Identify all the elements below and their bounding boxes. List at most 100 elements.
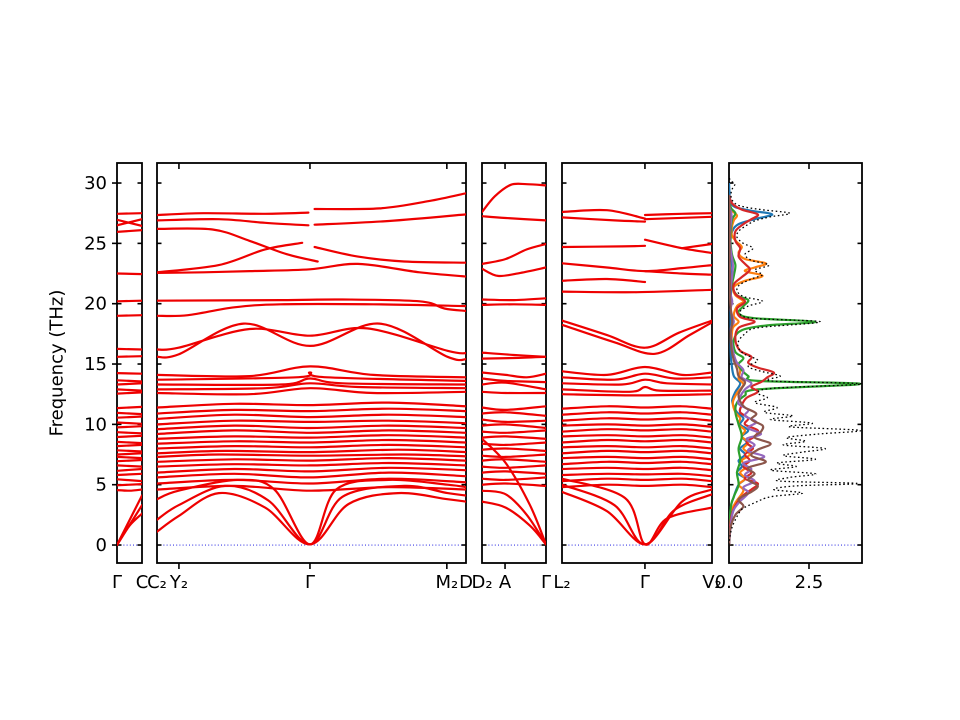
segment-d2-a-gamma [481,162,547,569]
phonon-band-line [117,272,142,276]
phonon-band-line [157,477,466,485]
phonon-band-line [562,477,712,483]
segment-gamma-c: 0 5 10 15 20 25 30 [84,162,143,564]
x-tick-label: M₂ [435,572,458,593]
x-tick-label: V₂ [702,572,722,593]
phonon-band-line [157,407,466,415]
phonon-band-line [482,437,546,546]
phonon-band-line [157,478,466,546]
phonon-band-line [562,321,712,355]
phonon-band-line [643,212,712,217]
phonon-band-line [562,466,712,472]
x-tick-label: Γ [112,572,122,593]
axes-frame [156,162,467,564]
phonon-band-line [482,355,546,360]
phonon-band-line [482,447,546,452]
phonon-band-line [562,460,712,466]
phonon-band-line [117,391,142,395]
phonon-band-line [643,270,712,276]
phonon-band-line [117,405,142,410]
phonon-band-line [117,440,142,445]
projected-dos-line-5 [729,195,766,546]
phonon-band-line [157,365,466,379]
phonon-band-line [157,262,466,278]
segment-c2-y2-gamma-m2-d [156,162,467,569]
phonon-band-line [117,434,142,439]
phonon-band-line [117,458,142,463]
phonon-band-line [482,435,546,440]
phonon-band-line [482,215,546,222]
x-tick-label: 2.5 [795,572,824,593]
phonon-band-line [562,411,712,416]
phonon-band-line [117,347,142,351]
phonon-band-line [562,455,712,461]
axes-frame [481,162,547,564]
phonon-band-line [117,449,142,453]
phonon-band-line [562,385,712,393]
phonon-band-line [117,455,142,460]
x-tick-label: A [499,572,512,593]
phonon-band-line [482,377,546,384]
phonon-band-line [562,449,712,455]
phonon-band-line [562,372,712,381]
phonon-band-line [562,438,712,444]
x-tick-label: D [459,572,473,593]
projected-dos-line-4 [729,194,776,546]
phonon-band-line [562,319,712,349]
phonon-band-line [482,411,546,417]
y-tick-label: 5 [96,475,107,496]
phonon-band-line [157,298,466,312]
phonon-band-line [117,483,142,487]
dos-curves [729,176,862,546]
phonon-band-line [157,377,466,387]
phonon-band-line [562,434,712,439]
x-tick-label: Γ [305,572,315,593]
phonon-band-line [643,215,712,221]
segment-gamma-c-bands [117,212,142,547]
phonon-band-line [482,470,546,475]
y-tick-label: 0 [96,535,107,556]
x-tick-label: L₂ [553,572,570,593]
phonon-band-line [482,297,546,302]
phonon-band-line [562,393,712,397]
phonon-band-line [562,378,712,386]
y-tick-label: 10 [84,414,107,435]
x-tick-label: 0.0 [715,572,744,593]
phonon-band-line [157,371,466,382]
phonon-band-line [482,381,546,391]
phonon-band-line [562,216,647,223]
phonon-band-line [117,388,142,392]
total-dos-line [729,176,862,546]
phonon-band-line [157,484,466,492]
phonon-band-line [482,476,546,482]
x-tick-label: C₂ [147,572,167,593]
phonon-band-line [157,211,310,217]
phonon-band-line [157,227,319,263]
phonon-band-line [482,266,546,278]
phonon-band-line [117,212,142,215]
phonon-band-line [562,288,712,294]
phonon-band-line [482,423,546,430]
phonon-band-line [117,467,142,472]
phonon-band-line [482,441,546,447]
phonon-band-line [482,182,546,214]
phonon-band-line [117,411,142,416]
y-tick-label: 25 [84,233,107,254]
segment-l2-gamma-v2 [561,162,713,569]
phonon-band-line [562,472,712,478]
segment-d2-a-gamma-bands [482,182,546,546]
axes-frame [561,162,713,564]
segment-c2-y2-gamma-m2-d-bands [157,192,466,546]
phonon-band-line [562,417,712,422]
phonon-band-line [562,208,647,220]
phonon-band-line [562,262,712,273]
phonon-band-line [117,379,142,383]
phonon-band-line [157,491,466,546]
x-tick-label: Y₂ [169,572,188,593]
phonon-band-line [157,382,466,391]
phonon-band-line [157,443,466,450]
y-tick-label: 15 [84,354,107,375]
x-tick-label: D₂ [471,572,492,593]
projected-dos-line-3 [729,194,862,546]
